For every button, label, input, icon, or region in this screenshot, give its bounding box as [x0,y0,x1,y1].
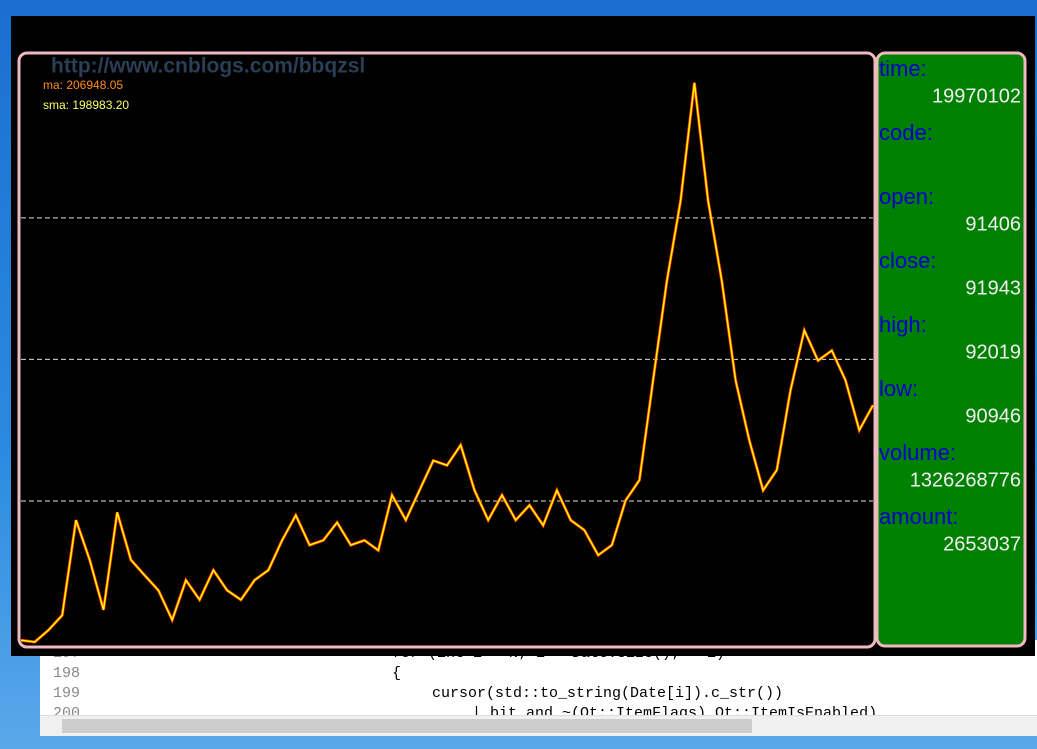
info-label: volume: [879,440,956,465]
info-label: code: [879,120,933,145]
info-value: 92019 [965,341,1021,363]
chart-frame [17,51,877,649]
info-value: 2653037 [943,533,1021,555]
ma-label: ma: 206948.05 [43,78,123,92]
info-label: amount: [879,504,959,529]
line-number: 198 [52,665,80,682]
info-label: low: [879,376,918,401]
scroll-thumb[interactable] [62,719,752,733]
chart-canvas: http://www.cnblogs.com/bbqzsl ma: 206948… [17,51,1027,649]
line-number: 199 [52,685,80,702]
info-panel [875,51,1027,648]
info-label: time: [879,56,927,81]
code-line: { [392,665,402,682]
sma-label: sma: 198983.20 [43,98,129,112]
horizontal-scrollbar[interactable] [40,715,1037,736]
chart-window: http://www.cnblogs.com/bbqzsl ma: 206948… [11,16,1035,656]
info-value: 19970102 [932,85,1021,107]
info-label: close: [879,248,936,273]
code-line: cursor(std::to_string(Date[i]).c_str()) [432,685,784,702]
info-value: 91943 [965,277,1021,299]
info-value: 1326268776 [910,469,1021,491]
price-line [20,82,874,643]
info-label: high: [879,312,927,337]
code-editor: | bit_and ~(Qt::ItemFlags) Qt::ItemIsEna… [40,640,1037,736]
info-value: 90946 [965,405,1021,427]
watermark: http://www.cnblogs.com/bbqzsl [51,55,365,78]
info-label: open: [879,184,934,209]
info-value: 91406 [965,213,1021,235]
